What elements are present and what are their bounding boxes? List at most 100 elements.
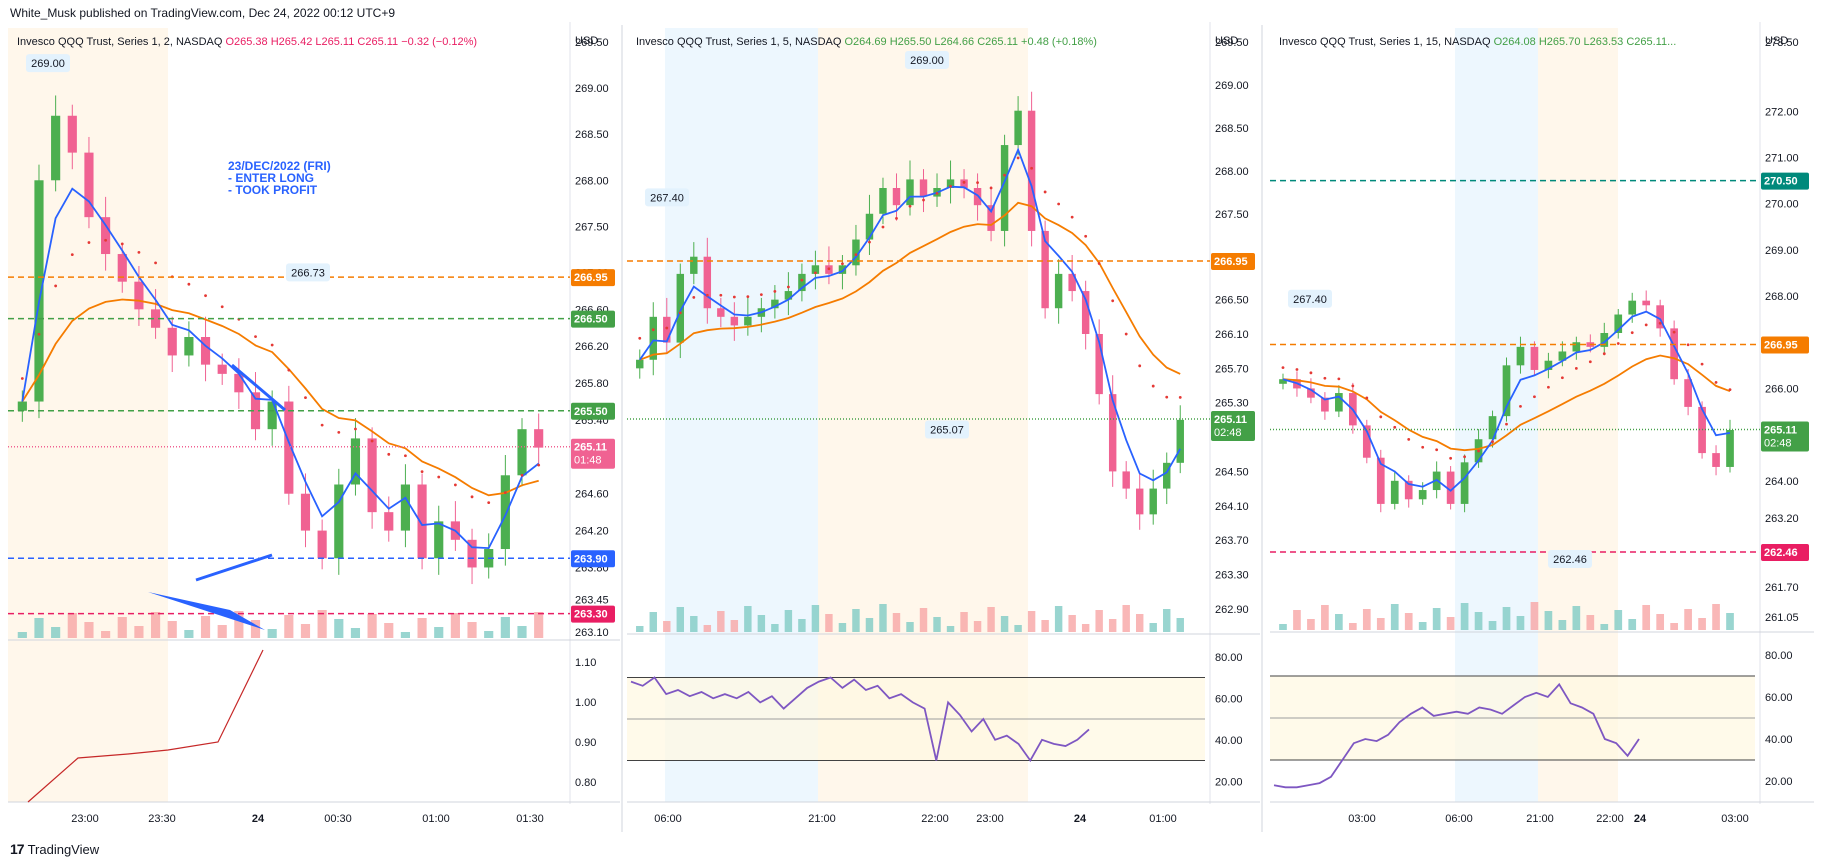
symbol-legend: Invesco QQQ Trust, Series 1, 2, NASDAQ O…: [17, 36, 477, 48]
price-level-value: 266.50: [574, 314, 608, 326]
ohlc-l: L263.53: [1584, 36, 1627, 48]
volume-bar: [1108, 619, 1117, 632]
psar-dot: [1097, 262, 1101, 265]
psar-dot: [1003, 173, 1006, 177]
candle-body: [1628, 300, 1637, 315]
volume-bar: [384, 623, 394, 638]
candle-body: [517, 429, 527, 476]
symbol-title[interactable]: Invesco QQQ Trust, Series 1, 5, NASDAQ: [636, 36, 844, 48]
volume-bar: [703, 625, 712, 632]
candle-body: [1149, 488, 1157, 515]
price-marker-box: [286, 263, 330, 282]
y-tick-label: 268.50: [575, 129, 609, 141]
y-tick-label: 267.50: [1215, 209, 1249, 221]
psar-dot: [453, 483, 457, 487]
volume-bar: [1054, 606, 1063, 632]
volume-bar: [960, 612, 968, 632]
x-tick-label: 21:00: [808, 813, 836, 825]
candle-body: [811, 265, 820, 274]
candle-body: [865, 213, 874, 240]
y-tick-label: 268.00: [1765, 291, 1799, 303]
candle-body: [1600, 333, 1609, 347]
x-tick-label: 01:00: [422, 813, 450, 825]
candle-body: [317, 530, 327, 559]
y-tick-label: 269.50: [575, 37, 609, 49]
psar-dot: [1070, 215, 1074, 219]
volume-bar: [1446, 617, 1455, 630]
psar-dot: [1111, 299, 1115, 303]
candle-body: [1135, 488, 1144, 515]
psar-dot: [154, 261, 157, 265]
x-tick-label: 23:00: [71, 813, 99, 825]
y-tick-label: 263.70: [1215, 535, 1249, 547]
y-tick-label: 272.00: [1765, 106, 1799, 118]
volume-bar: [1544, 611, 1553, 630]
sub-y-tick-label: 20.00: [1765, 776, 1793, 788]
volume-bar: [1432, 608, 1441, 630]
volume-bar: [771, 624, 779, 632]
ma-fast-line: [21, 187, 540, 550]
volume-bar: [757, 615, 766, 632]
volume-bar: [417, 618, 427, 638]
chart-panel-1: Invesco QQQ Trust, Series 1, 2, NASDAQ O…: [8, 22, 623, 832]
price-marker: 266.73: [291, 267, 325, 279]
psar-dot: [37, 332, 41, 336]
psar-dot: [922, 198, 925, 202]
ma-fast-line: [639, 147, 1181, 482]
psar-dot: [1574, 366, 1578, 370]
psar-dot: [665, 326, 669, 330]
price-level-countdown: 01:48: [574, 455, 602, 467]
candle-body: [1000, 145, 1009, 231]
psar-dot: [1124, 332, 1128, 336]
psar-dot: [1351, 384, 1355, 388]
volume-bar: [1376, 618, 1385, 630]
y-tick-label: 269.00: [1765, 245, 1799, 257]
symbol-title[interactable]: Invesco QQQ Trust, Series 1, 2, NASDAQ: [17, 36, 225, 48]
ma-slow-line: [1282, 354, 1731, 452]
y-tick-label: 265.70: [1215, 363, 1249, 375]
volume-bar: [1558, 620, 1567, 630]
price-level-tag: [1761, 543, 1809, 561]
psar-dot: [1449, 456, 1453, 460]
volume-bar: [1293, 610, 1301, 630]
psar-dot: [841, 262, 844, 266]
psar-dot: [1714, 380, 1718, 384]
sub-y-tick-label: 60.00: [1765, 692, 1793, 704]
psar-dot: [678, 311, 682, 315]
symbol-title[interactable]: Invesco QQQ Trust, Series 1, 15, NASDAQ: [1279, 36, 1494, 48]
tradingview-footer[interactable]: 17 TradingView: [10, 841, 99, 857]
candle-body: [1095, 334, 1103, 395]
volume-bar: [334, 619, 344, 638]
price-level-value: 263.30: [574, 609, 608, 621]
sub-indicator-line: [27, 649, 264, 803]
candle-body: [1362, 425, 1371, 458]
volume-bar: [317, 610, 327, 638]
psar-dot: [1057, 202, 1061, 206]
volume-bar: [906, 622, 914, 632]
rsi-line: [1273, 682, 1640, 789]
y-tick-label: 267.50: [575, 221, 609, 233]
y-tick-label: 263.45: [575, 595, 609, 607]
psar-dot: [1686, 343, 1690, 347]
volume-bar: [798, 619, 806, 632]
psar-dot: [487, 501, 491, 505]
volume-bar: [946, 626, 955, 632]
x-tick-label: 24: [1074, 813, 1087, 825]
price-level-value: 265.11: [1764, 425, 1797, 437]
session-band: [818, 28, 1028, 802]
symbol-legend: Invesco QQQ Trust, Series 1, 15, NASDAQ …: [1279, 36, 1676, 48]
sub-y-tick-label: 80.00: [1215, 652, 1243, 664]
candle-body: [67, 115, 77, 153]
candle-body: [1614, 314, 1623, 333]
candle-body: [1014, 110, 1022, 146]
candle-body: [703, 256, 712, 309]
y-tick-label: 265.80: [575, 378, 609, 390]
chart-panel-2: Invesco QQQ Trust, Series 1, 5, NASDAQ O…: [627, 22, 1263, 832]
volume-bar: [300, 624, 311, 638]
price-level-tag: [571, 550, 615, 568]
candle-body: [1122, 471, 1130, 489]
volume-bar: [1348, 623, 1357, 630]
y-tick-label: 264.20: [575, 526, 609, 538]
chart-panel-3: Invesco QQQ Trust, Series 1, 15, NASDAQ …: [1270, 22, 1814, 825]
